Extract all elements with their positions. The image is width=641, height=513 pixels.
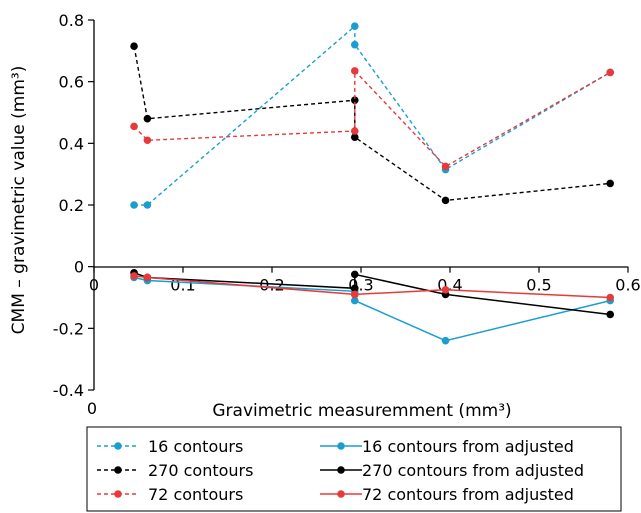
legend-entry: 270 contours <box>97 461 253 480</box>
series-2 <box>130 67 614 171</box>
y-tick-label: -0.2 <box>53 319 84 338</box>
data-point <box>441 285 450 294</box>
data-point <box>350 96 359 104</box>
x-ticks: 0 0.1 0.2 0.3 0.4 0.5 0.6 <box>89 266 641 295</box>
data-point <box>350 133 359 141</box>
y-tick-label: 0 <box>74 258 84 277</box>
y-tick-label: 0.8 <box>59 11 84 30</box>
data-point <box>350 127 359 135</box>
data-point <box>606 179 614 188</box>
data-point <box>606 293 614 302</box>
legend-label: 270 contours from adjusted <box>362 461 584 480</box>
data-point <box>441 162 450 171</box>
data-point <box>143 273 152 282</box>
y-tick-label: -0.4 <box>53 381 84 400</box>
data-point <box>130 201 138 209</box>
data-point <box>441 196 450 205</box>
legend: 16 contours 16 contours from adjusted 270 … <box>86 426 622 512</box>
legend-label: 72 contours <box>148 485 243 504</box>
x-tick-label: 0.2 <box>259 276 284 295</box>
legend-label: 16 contours <box>148 437 243 456</box>
y-tick-label: 0.6 <box>59 73 84 92</box>
series-line <box>134 24 611 206</box>
x-tick-label: 0 <box>89 276 99 295</box>
data-point <box>350 284 359 293</box>
data-point <box>606 310 614 319</box>
y-axis-title: CMM – gravimetric value (mm³) <box>9 66 29 335</box>
legend-marker <box>337 466 345 474</box>
legend-marker <box>114 466 122 474</box>
legend-label: 72 contours from adjusted <box>362 485 574 504</box>
y-ticks: 0.8 0.6 0.4 0.2 0 -0.2 -0.4 <box>53 11 94 400</box>
x-tick-label: 0.5 <box>526 276 551 295</box>
data-point <box>143 201 152 209</box>
legend-entry: 72 contours <box>97 485 243 504</box>
legend-label: 270 contours <box>148 461 253 480</box>
data-point <box>350 40 359 49</box>
y-tick-label: 0.4 <box>59 134 84 153</box>
data-point <box>606 68 614 77</box>
data-point <box>130 272 138 280</box>
legend-marker <box>337 490 345 498</box>
legend-label: 16 contours from adjusted <box>362 437 574 456</box>
x-axis-zero-label: 0 <box>87 399 97 418</box>
data-point <box>143 136 152 145</box>
data-point <box>350 290 359 299</box>
data-point <box>143 114 152 123</box>
y-tick-label: 0.2 <box>59 196 84 215</box>
data-point <box>130 122 138 131</box>
series-line <box>133 69 611 168</box>
series-0 <box>130 22 614 209</box>
legend-entry: 16 contours <box>97 437 243 456</box>
legend-entry: 16 contours from adjusted <box>320 437 574 456</box>
series-line <box>133 46 611 202</box>
legend-entry: 270 contours from adjusted <box>320 461 584 480</box>
legend-marker <box>114 442 122 450</box>
legend-marker <box>114 490 122 498</box>
x-tick-label: 0.4 <box>437 276 462 295</box>
x-axis-title: Gravimetric measuremment (mm³) <box>212 401 511 421</box>
legend-box <box>86 426 622 512</box>
data-point <box>130 42 138 51</box>
legend-marker <box>337 442 345 450</box>
series-1 <box>130 42 614 205</box>
legend-entry: 72 contours from adjusted <box>320 485 574 504</box>
data-point <box>350 296 359 305</box>
data-point <box>350 270 359 279</box>
x-tick-label: 0.6 <box>615 276 640 295</box>
series-5 <box>130 272 614 302</box>
axes <box>93 20 628 390</box>
series-layer <box>130 22 614 345</box>
data-point <box>441 336 450 345</box>
data-point <box>350 22 359 30</box>
data-point <box>350 67 359 75</box>
